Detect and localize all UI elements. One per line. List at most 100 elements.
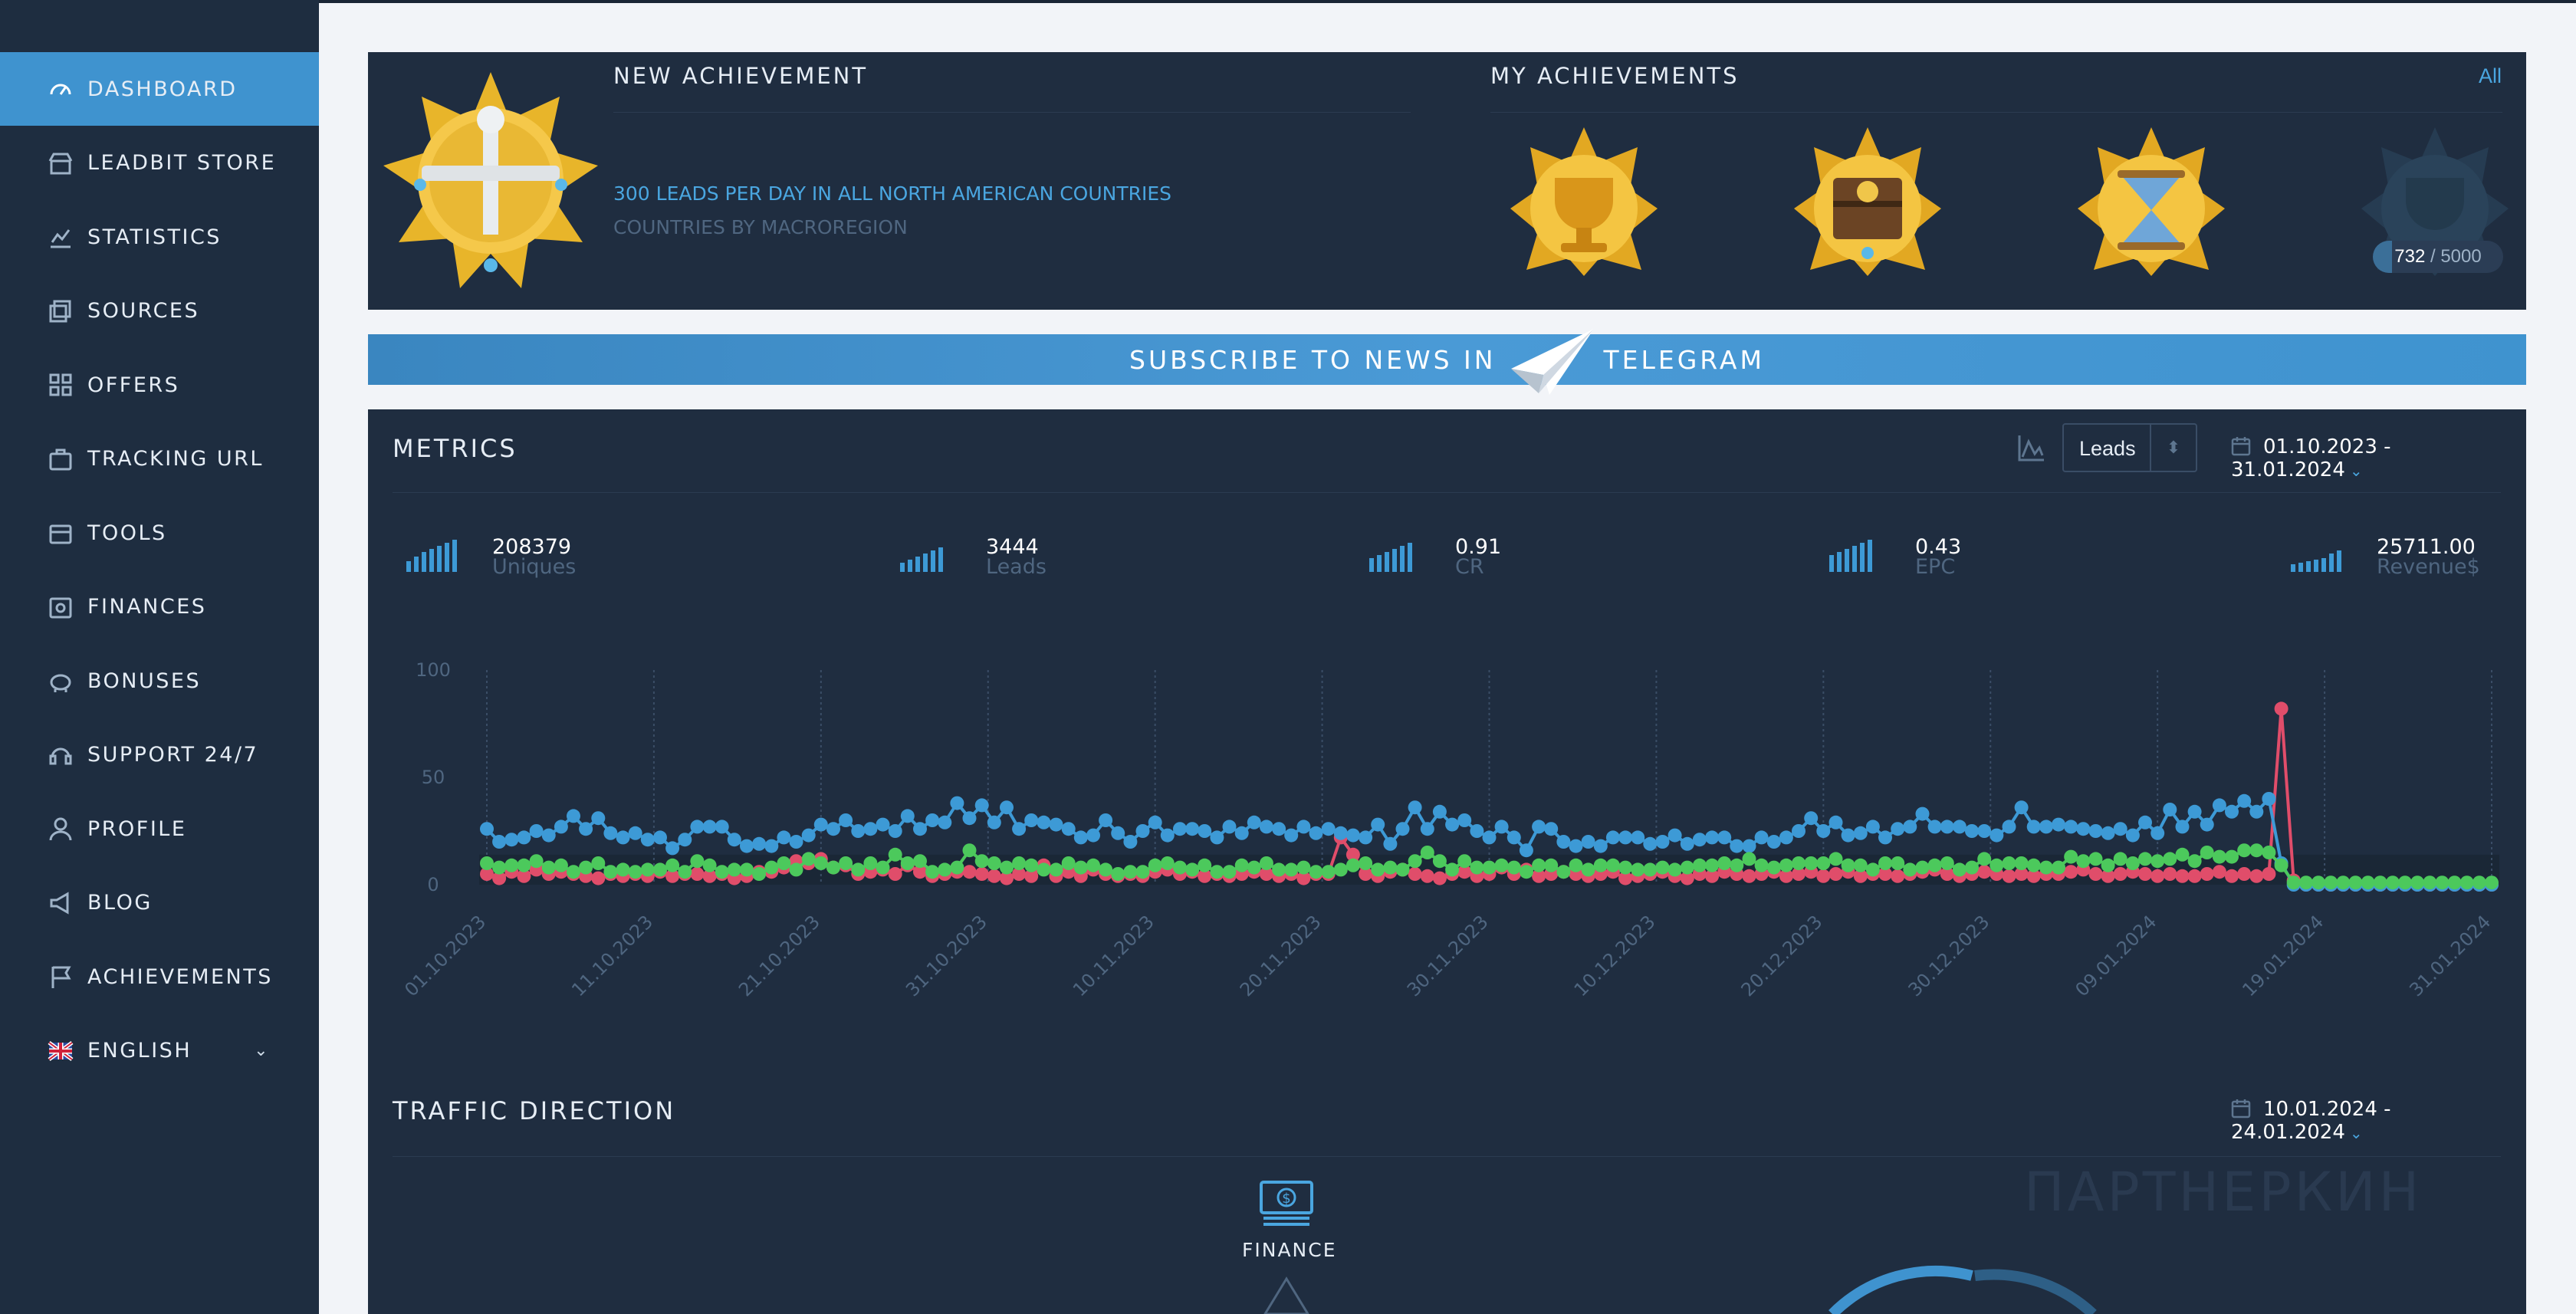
data-point-green[interactable] <box>1148 858 1162 872</box>
data-point-blue[interactable] <box>579 822 593 836</box>
data-point-green[interactable] <box>1952 862 1967 877</box>
data-point-red[interactable] <box>1420 869 1434 883</box>
data-point-red[interactable] <box>2113 867 2128 881</box>
data-point-blue[interactable] <box>1135 824 1150 838</box>
data-point-blue[interactable] <box>801 828 816 843</box>
data-point-green[interactable] <box>554 858 568 872</box>
data-point-green[interactable] <box>2212 849 2226 864</box>
data-point-blue[interactable] <box>492 835 507 849</box>
data-point-green[interactable] <box>2262 846 2276 859</box>
data-point-red[interactable] <box>702 869 717 883</box>
data-point-green[interactable] <box>801 852 816 866</box>
data-point-blue[interactable] <box>2026 820 2041 834</box>
data-point-green[interactable] <box>653 862 667 877</box>
data-point-green[interactable] <box>2002 856 2016 870</box>
data-point-green[interactable] <box>1816 856 1831 870</box>
data-point-red[interactable] <box>665 869 680 883</box>
data-point-green[interactable] <box>740 862 754 877</box>
data-point-blue[interactable] <box>1766 835 1781 849</box>
data-point-blue[interactable] <box>678 833 692 847</box>
chart-type-icon[interactable] <box>2016 432 2047 463</box>
data-point-blue[interactable] <box>567 809 580 823</box>
data-point-blue[interactable] <box>517 830 531 845</box>
data-point-green[interactable] <box>1408 854 1422 869</box>
data-point-red[interactable] <box>1198 869 1212 883</box>
sidebar-item-dashboard[interactable]: DASHBOARD <box>0 52 319 126</box>
data-point-green[interactable] <box>2052 860 2065 875</box>
data-point-green[interactable] <box>950 860 964 875</box>
data-point-green[interactable] <box>1321 865 1336 879</box>
data-point-green[interactable] <box>1977 852 1992 866</box>
data-point-blue[interactable] <box>1605 830 1620 845</box>
data-point-green[interactable] <box>2423 875 2437 890</box>
data-point-green[interactable] <box>678 865 692 879</box>
data-point-blue[interactable] <box>1692 833 1707 847</box>
data-point-green[interactable] <box>1470 860 1484 875</box>
data-point-blue[interactable] <box>1841 828 1855 843</box>
data-point-green[interactable] <box>2150 854 2165 869</box>
data-point-blue[interactable] <box>913 822 927 836</box>
data-point-green[interactable] <box>1222 865 1237 879</box>
money-bill-icon[interactable]: $ <box>1259 1180 1314 1227</box>
data-point-red[interactable] <box>2138 867 2152 881</box>
data-point-blue[interactable] <box>900 809 915 823</box>
data-point-red[interactable] <box>1977 865 1992 879</box>
data-point-blue[interactable] <box>554 820 568 834</box>
data-point-red[interactable] <box>2014 867 2029 881</box>
data-point-green[interactable] <box>2274 858 2288 872</box>
data-point-red[interactable] <box>1779 869 1793 883</box>
data-point-green[interactable] <box>2373 875 2387 890</box>
data-point-green[interactable] <box>1371 862 1385 877</box>
data-point-green[interactable] <box>1234 858 1249 872</box>
data-point-green[interactable] <box>876 860 890 875</box>
data-point-green[interactable] <box>974 854 989 869</box>
chevron-down-icon[interactable]: ⌄ <box>254 1041 270 1060</box>
data-point-blue[interactable] <box>1309 826 1323 840</box>
data-point-green[interactable] <box>2101 858 2115 872</box>
data-point-green[interactable] <box>826 860 840 875</box>
data-point-blue[interactable] <box>888 824 902 838</box>
data-point-blue[interactable] <box>1111 826 1125 840</box>
data-point-green[interactable] <box>1990 858 2004 872</box>
data-point-blue[interactable] <box>876 817 890 832</box>
data-point-red[interactable] <box>1891 869 1905 883</box>
data-point-green[interactable] <box>2125 856 2140 870</box>
data-point-green[interactable] <box>1631 862 1645 877</box>
data-point-green[interactable] <box>938 862 952 877</box>
data-point-green[interactable] <box>813 856 828 870</box>
data-point-green[interactable] <box>1940 856 1954 870</box>
data-point-blue[interactable] <box>826 822 840 836</box>
data-point-green[interactable] <box>2237 843 2252 858</box>
data-point-green[interactable] <box>1519 865 1533 879</box>
data-point-green[interactable] <box>504 858 519 872</box>
data-point-red[interactable] <box>2101 869 2115 883</box>
data-point-red[interactable] <box>1853 869 1868 883</box>
data-point-blue[interactable] <box>752 836 767 851</box>
data-point-red[interactable] <box>2262 867 2276 881</box>
data-point-green[interactable] <box>1779 858 1793 872</box>
data-point-blue[interactable] <box>1210 830 1224 845</box>
data-point-green[interactable] <box>1556 865 1571 879</box>
data-point-green[interactable] <box>2410 875 2425 890</box>
sidebar-item-achievements[interactable]: ACHIEVEMENTS <box>0 940 319 1013</box>
data-point-green[interactable] <box>2336 875 2351 890</box>
data-point-red[interactable] <box>962 865 977 879</box>
data-point-green[interactable] <box>1865 862 1880 877</box>
data-point-green[interactable] <box>628 865 642 879</box>
data-point-blue[interactable] <box>839 813 853 827</box>
trophy-badge-icon[interactable] <box>1507 124 1661 278</box>
data-point-red[interactable] <box>1940 867 1954 881</box>
sidebar-item-sources[interactable]: SOURCES <box>0 274 319 348</box>
data-point-blue[interactable] <box>690 820 705 834</box>
data-point-red[interactable] <box>2002 869 2016 883</box>
sidebar-item-bonuses[interactable]: BONUSES <box>0 644 319 718</box>
data-point-blue[interactable] <box>1024 813 1039 827</box>
data-point-blue[interactable] <box>1371 817 1385 832</box>
data-point-green[interactable] <box>1804 856 1819 870</box>
data-point-blue[interactable] <box>2225 804 2239 819</box>
data-point-blue[interactable] <box>2002 820 2016 834</box>
data-point-green[interactable] <box>1000 860 1014 875</box>
data-point-blue[interactable] <box>2076 822 2091 836</box>
data-point-blue[interactable] <box>1829 815 1843 829</box>
data-point-blue[interactable] <box>777 830 791 845</box>
